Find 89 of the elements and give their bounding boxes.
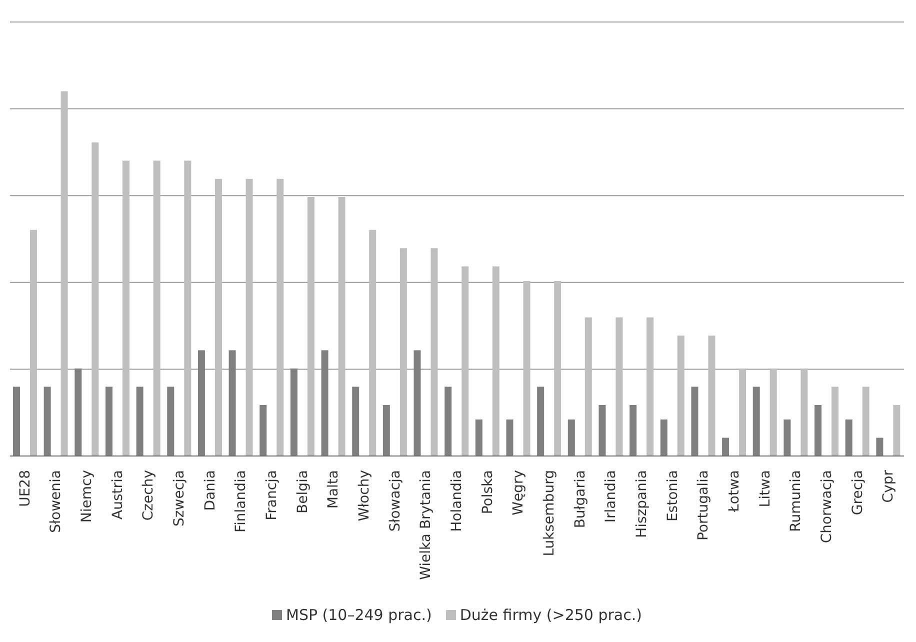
bar bbox=[876, 438, 884, 456]
bar bbox=[214, 178, 222, 456]
bar bbox=[92, 142, 99, 456]
bar bbox=[60, 91, 68, 456]
bar bbox=[722, 438, 730, 456]
x-tick-label: Austria bbox=[110, 470, 126, 520]
bar bbox=[752, 386, 760, 456]
bar bbox=[475, 420, 482, 456]
bar bbox=[770, 368, 777, 456]
bar bbox=[598, 404, 606, 456]
x-tick-label: Portugalia bbox=[696, 470, 712, 540]
bar bbox=[523, 280, 530, 456]
bar bbox=[246, 178, 253, 456]
x-tick-label: Hiszpania bbox=[634, 470, 650, 538]
bar bbox=[862, 386, 870, 456]
bar bbox=[105, 386, 112, 456]
bar bbox=[800, 368, 808, 456]
x-tick-label: Francja bbox=[264, 470, 280, 520]
x-tick-label: Słowenia bbox=[48, 470, 64, 533]
bar bbox=[198, 350, 205, 456]
bar bbox=[307, 197, 314, 456]
bar bbox=[537, 386, 544, 456]
bar bbox=[228, 350, 236, 456]
x-tick-label: Bułgaria bbox=[572, 470, 588, 528]
bar bbox=[584, 317, 592, 456]
bar bbox=[444, 386, 452, 456]
bar bbox=[708, 336, 716, 456]
bar bbox=[400, 248, 407, 456]
bar bbox=[44, 386, 51, 456]
bar bbox=[660, 420, 668, 456]
bar bbox=[184, 160, 192, 456]
x-tick-label: Finlandia bbox=[233, 470, 250, 532]
bar bbox=[492, 266, 500, 456]
bar bbox=[74, 368, 82, 456]
bar bbox=[814, 404, 822, 456]
x-tick-label: Litwa bbox=[757, 470, 774, 508]
x-tick-label: Włochy bbox=[356, 470, 373, 522]
x-tick-label: UE28 bbox=[17, 470, 34, 507]
x-tick-label: Luksemburg bbox=[541, 470, 558, 556]
bar bbox=[321, 350, 328, 456]
x-tick-label: Czechy bbox=[140, 470, 157, 521]
bar bbox=[784, 420, 791, 456]
x-tick-label: Cypr bbox=[880, 470, 897, 503]
bar bbox=[462, 266, 469, 456]
x-tick-label: Irlandia bbox=[603, 470, 620, 523]
x-tick-label: Węgry bbox=[510, 470, 527, 516]
x-tick-label: Grecja bbox=[850, 470, 866, 516]
bar bbox=[338, 197, 346, 456]
x-tick-label: Belgia bbox=[294, 470, 311, 514]
bar bbox=[13, 386, 20, 456]
legend-label: Duże firmy (>250 prac.) bbox=[458, 606, 642, 624]
bar bbox=[554, 280, 562, 456]
bar bbox=[616, 317, 623, 456]
x-tick-label: Polska bbox=[480, 470, 496, 514]
x-tick-label: Rumunia bbox=[788, 470, 804, 532]
bar bbox=[382, 404, 390, 456]
x-tick-label: Łotwa bbox=[726, 470, 742, 513]
x-tick-label: Estonia bbox=[664, 470, 681, 522]
bar bbox=[167, 386, 174, 456]
bar bbox=[290, 368, 298, 456]
bar bbox=[677, 336, 684, 456]
x-tick-label: Malta bbox=[326, 470, 342, 509]
bar bbox=[352, 386, 360, 456]
bar bbox=[646, 317, 654, 456]
x-tick-label: Niemcy bbox=[79, 470, 96, 523]
bar bbox=[845, 420, 852, 456]
x-tick-label: Chorwacja bbox=[818, 470, 835, 544]
bar bbox=[414, 350, 421, 456]
bar bbox=[30, 230, 37, 456]
bar bbox=[506, 420, 514, 456]
bar bbox=[893, 404, 900, 456]
x-tick-label: Szwecja bbox=[172, 470, 188, 526]
x-tick-label: Dania bbox=[202, 470, 218, 511]
bar bbox=[568, 420, 575, 456]
bar bbox=[832, 386, 839, 456]
bar bbox=[276, 178, 284, 456]
x-tick-label: Holandia bbox=[449, 470, 465, 532]
bar bbox=[691, 386, 698, 456]
bar bbox=[739, 368, 746, 456]
x-tick-label: Wielka Brytania bbox=[418, 470, 434, 580]
bar bbox=[630, 404, 637, 456]
bar bbox=[153, 160, 160, 456]
bar bbox=[430, 248, 438, 456]
bar bbox=[136, 386, 144, 456]
x-tick-label: Słowacja bbox=[387, 470, 404, 532]
bar bbox=[122, 160, 130, 456]
bar bbox=[369, 230, 376, 456]
legend-label: MSP (10–249 prac.) bbox=[285, 606, 432, 624]
bar bbox=[260, 404, 267, 456]
